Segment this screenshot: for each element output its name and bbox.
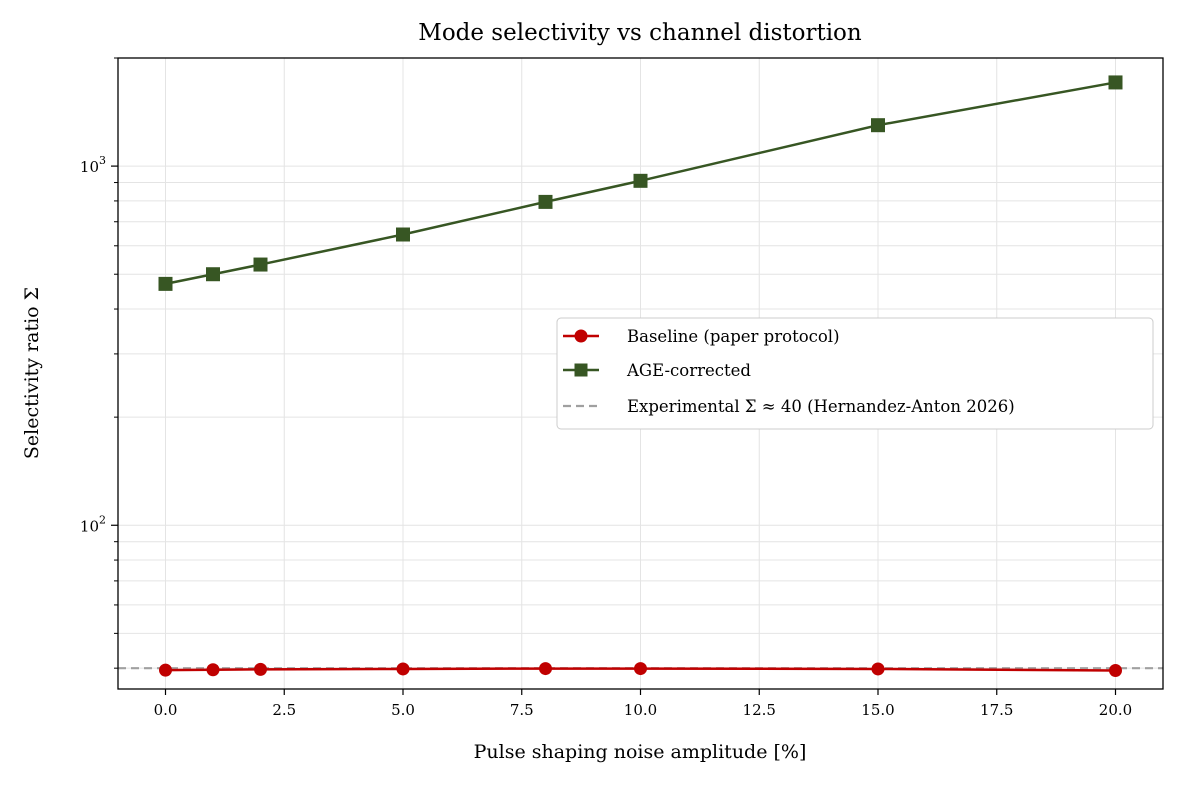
legend-box: [556, 317, 1154, 430]
data-point-age-corrected: [206, 267, 220, 282]
data-point-baseline: [206, 663, 220, 677]
x-tick-label: 7.5: [510, 701, 534, 719]
legend-marker-baseline: [574, 329, 588, 343]
data-point-baseline: [539, 662, 552, 676]
x-tick-label: 17.5: [980, 701, 1013, 719]
x-tick-label: 2.5: [272, 701, 296, 719]
data-point-age-corrected: [253, 257, 268, 272]
data-point-age-corrected: [538, 194, 553, 209]
data-point-baseline: [254, 662, 267, 676]
data-point-age-corrected: [871, 118, 885, 133]
x-tick-label: 20.0: [1099, 701, 1132, 719]
ticks: 0.0 2.5 5.0 7.5 10.0 12.5 15.0 17.5 20.0 102 103: [80, 57, 1132, 719]
x-axis-label: Pulse shaping noise amplitude [%]: [474, 741, 807, 763]
data-point-age-corrected: [633, 173, 648, 188]
series-line-baseline: [165, 667, 1116, 672]
data-point-baseline: [1109, 664, 1122, 678]
series-line-age-corrected: [165, 81, 1116, 286]
x-tick-label: 10.0: [624, 701, 657, 719]
data-point-baseline: [159, 663, 172, 677]
legend-label-age: AGE-corrected: [626, 361, 751, 380]
x-tick-label: 12.5: [743, 701, 776, 719]
data-point-age-corrected: [396, 227, 410, 242]
data-point-baseline: [871, 662, 885, 676]
legend-label-reference: Experimental Σ ≈ 40 (Hernandez-Anton 202…: [627, 397, 1015, 416]
data-point-baseline: [396, 662, 410, 676]
legend-label-baseline: Baseline (paper protocol): [627, 327, 840, 346]
y-tick-label: 103: [80, 154, 106, 176]
x-tick-label: 15.0: [861, 701, 894, 719]
data-point-baseline: [634, 662, 647, 676]
legend-marker-age: [574, 363, 588, 377]
data-point-age-corrected: [1108, 75, 1123, 90]
y-axis-label: Selectivity ratio Σ: [21, 287, 43, 459]
series-layer: [158, 75, 1123, 678]
x-tick-label: 5.0: [391, 701, 415, 719]
chart-title: Mode selectivity vs channel distortion: [418, 20, 862, 46]
y-tick-label: 102: [80, 513, 106, 535]
legend: Baseline (paper protocol) AGE-corrected …: [556, 317, 1154, 430]
x-tick-label: 0.0: [154, 701, 178, 719]
data-point-age-corrected: [158, 276, 173, 291]
